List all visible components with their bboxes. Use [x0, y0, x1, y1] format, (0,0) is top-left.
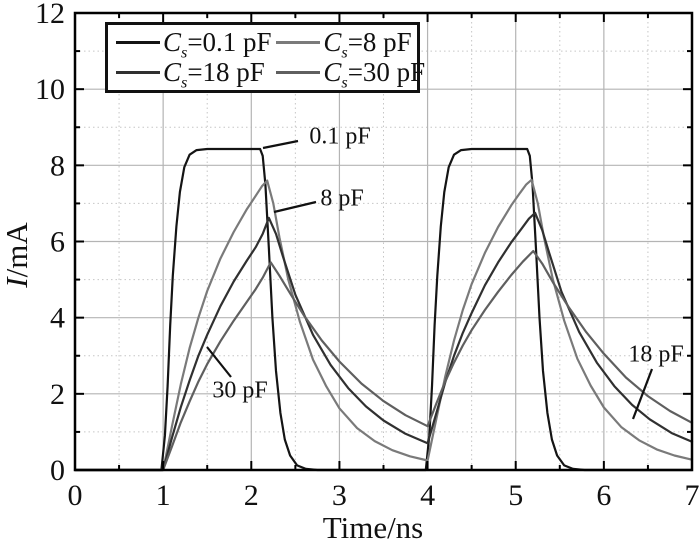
- annotation-30pF: 30 pF: [212, 377, 268, 404]
- svg-text:1: 1: [156, 479, 171, 512]
- y-axis-label: I/mA: [0, 222, 35, 287]
- legend-value: =8 pF: [347, 27, 412, 58]
- y-axis-label-symbol: I: [0, 277, 34, 288]
- legend-item-30pF: Cs=30 pF: [276, 58, 425, 90]
- annotation-18pF: 18 pF: [628, 341, 684, 368]
- svg-text:0: 0: [50, 454, 65, 487]
- svg-text:2: 2: [244, 479, 259, 512]
- legend-symbol: C: [163, 27, 182, 58]
- svg-text:0: 0: [68, 479, 83, 512]
- legend-label: Cs=8 pF: [323, 27, 412, 61]
- legend-value: =18 pF: [187, 56, 265, 87]
- svg-text:5: 5: [508, 479, 523, 512]
- svg-text:4: 4: [420, 479, 435, 512]
- legend-symbol: C: [163, 56, 182, 87]
- annotation-0.1pF: 0.1 pF: [309, 123, 371, 150]
- legend-subscript: s: [341, 43, 348, 62]
- legend-symbol: C: [323, 56, 342, 87]
- legend-item-8pF: Cs=8 pF: [276, 27, 413, 61]
- svg-text:12: 12: [35, 0, 65, 30]
- svg-text:8: 8: [50, 149, 65, 182]
- legend-line-swatch-0.1pF: [116, 41, 160, 45]
- legend-value: =30 pF: [347, 56, 426, 87]
- svg-text:3: 3: [332, 479, 347, 512]
- annotation-8pF: 8 pF: [320, 185, 364, 212]
- svg-text:6: 6: [50, 226, 65, 259]
- x-axis-label: Time/ns: [322, 510, 424, 545]
- legend-line-swatch-30pF: [276, 70, 321, 74]
- svg-text:10: 10: [35, 73, 65, 106]
- legend-line-swatch-8pF: [276, 41, 321, 45]
- legend-label: Cs=30 pF: [323, 56, 426, 90]
- legend-subscript: s: [181, 73, 188, 92]
- legend-value: =0.1 pF: [187, 27, 272, 58]
- legend-line-swatch-18pF: [116, 70, 160, 74]
- legend-subscript: s: [181, 43, 188, 62]
- legend-box: Cs=0.1 pF Cs=8 pF Cs=18 pF Cs=30 pF: [105, 22, 425, 93]
- legend-subscript: s: [341, 73, 348, 92]
- svg-text:2: 2: [50, 378, 65, 411]
- legend-item-0.1pF: Cs=0.1 pF: [116, 27, 276, 61]
- legend-label: Cs=18 pF: [163, 56, 265, 90]
- y-axis-label-unit: /mA: [0, 222, 34, 278]
- legend-label: Cs=0.1 pF: [163, 27, 272, 61]
- legend-item-18pF: Cs=18 pF: [116, 56, 276, 90]
- svg-text:7: 7: [685, 479, 700, 512]
- legend-symbol: C: [323, 27, 342, 58]
- svg-text:4: 4: [50, 302, 65, 335]
- svg-text:6: 6: [596, 479, 611, 512]
